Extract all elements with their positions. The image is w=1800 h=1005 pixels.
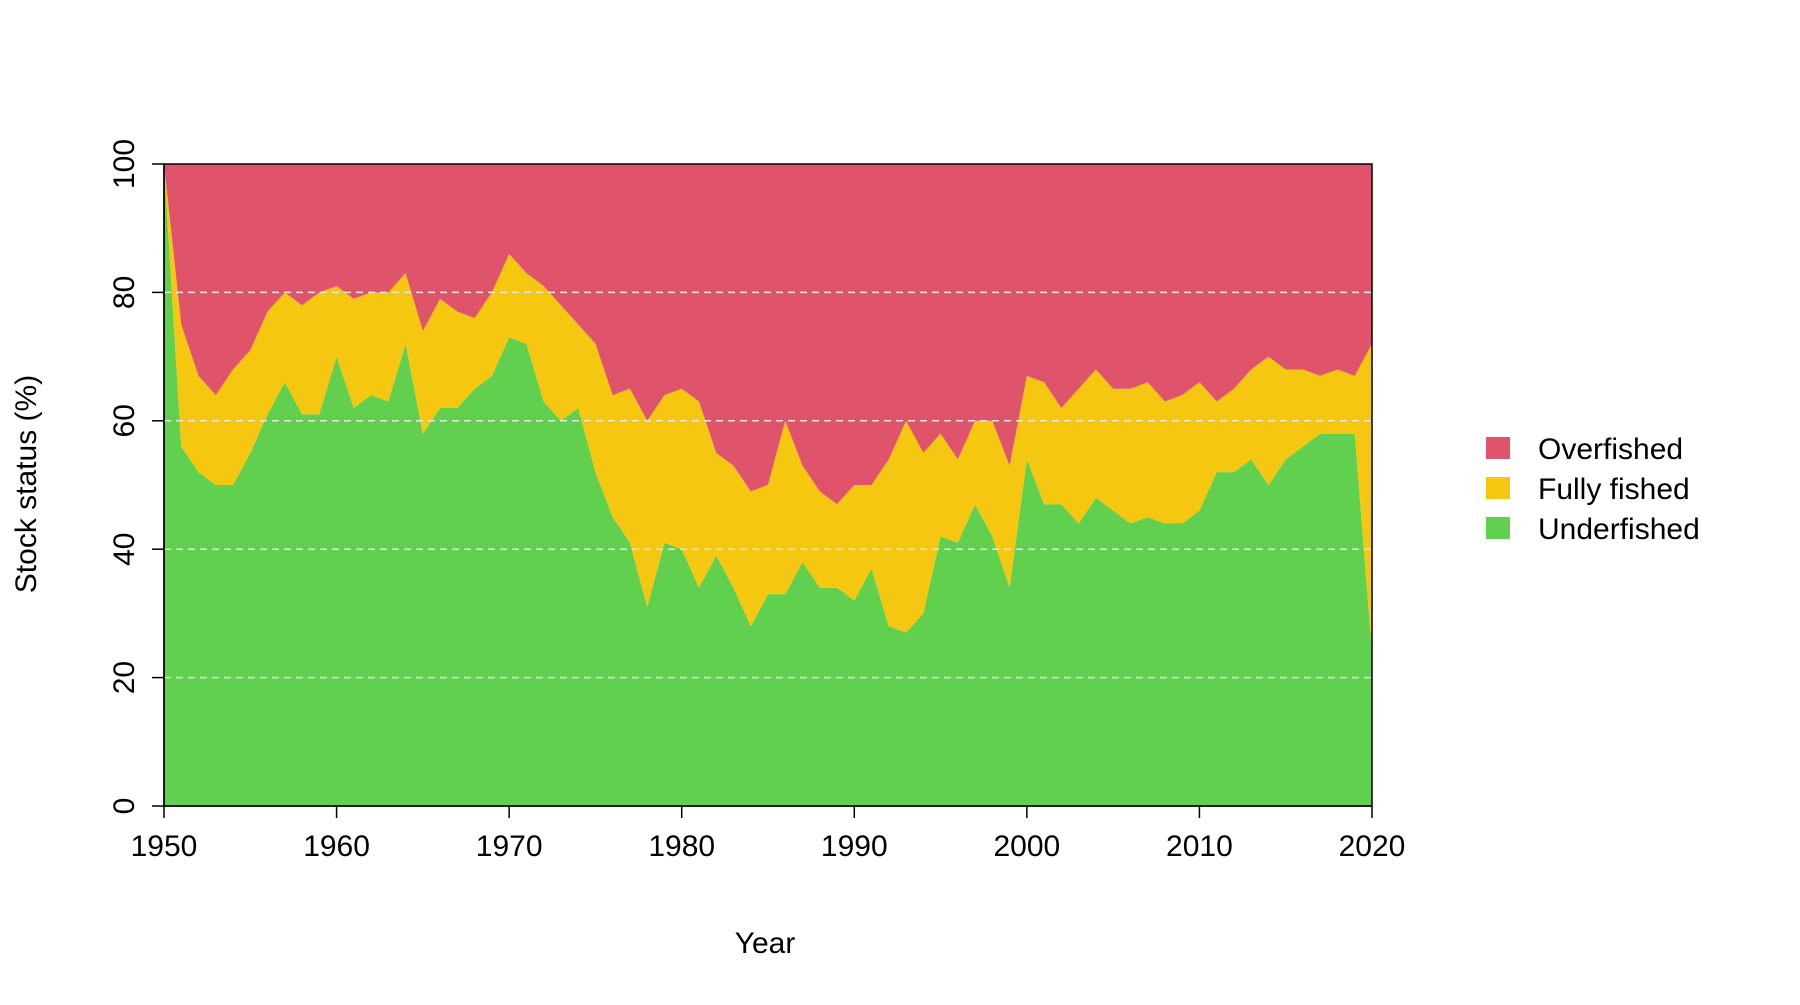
area-layers bbox=[164, 164, 1372, 806]
area-fully-fished bbox=[164, 164, 1372, 652]
legend-label: Underfished bbox=[1538, 513, 1700, 546]
y-axis: 0 20 40 60 80 100 bbox=[108, 139, 165, 815]
x-axis: 1950 1960 1970 1980 1990 2000 2010 2020 bbox=[131, 805, 1406, 863]
x-axis-label: Year bbox=[735, 927, 796, 960]
legend-swatch-underfished bbox=[1486, 517, 1510, 539]
legend-label: Overfished bbox=[1538, 433, 1683, 466]
x-tick-label: 1980 bbox=[648, 830, 715, 863]
x-tick-label: 1970 bbox=[476, 830, 543, 863]
y-tick-label: 20 bbox=[108, 661, 141, 694]
legend-label: Fully fished bbox=[1538, 473, 1690, 506]
x-tick-label: 1960 bbox=[303, 830, 370, 863]
x-tick-label: 2000 bbox=[993, 830, 1060, 863]
x-tick-label: 1950 bbox=[131, 830, 198, 863]
area-overfished bbox=[164, 164, 1372, 505]
x-tick-label: 1990 bbox=[821, 830, 888, 863]
y-tick-label: 40 bbox=[108, 533, 141, 566]
y-tick-label: 80 bbox=[108, 276, 141, 309]
legend-swatch-fully-fished bbox=[1486, 477, 1510, 499]
x-tick-label: 2020 bbox=[1339, 830, 1406, 863]
y-axis-label: Stock status (%) bbox=[10, 375, 43, 593]
gridlines bbox=[164, 291, 1372, 679]
x-tick-label: 2010 bbox=[1166, 830, 1233, 863]
y-tick-label: 100 bbox=[108, 139, 141, 189]
legend-swatch-overfished bbox=[1486, 437, 1510, 459]
y-tick-label: 0 bbox=[108, 798, 141, 815]
legend: Overfished Fully fished Underfished bbox=[1486, 433, 1700, 546]
area-underfished bbox=[164, 164, 1372, 806]
y-tick-label: 60 bbox=[108, 404, 141, 437]
